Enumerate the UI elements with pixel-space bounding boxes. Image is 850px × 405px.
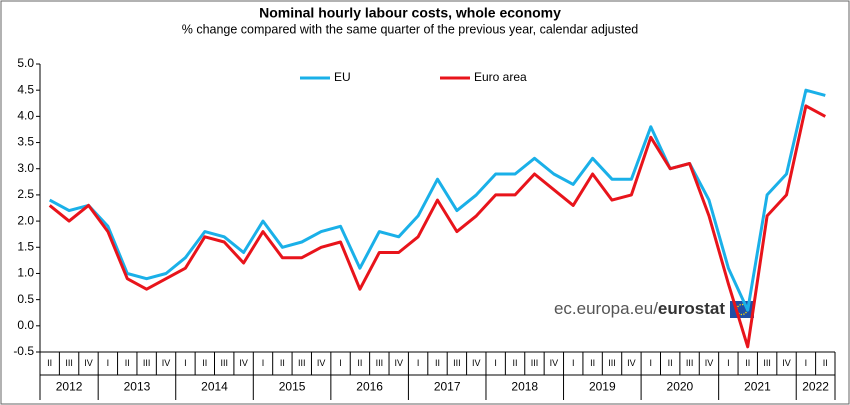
y-tick-label: 1.5 <box>17 239 34 253</box>
x-tick-label: II <box>513 358 518 368</box>
x-tick-label: I <box>572 358 575 368</box>
series-line <box>48 88 826 312</box>
series-line <box>48 104 827 349</box>
x-tick-label: IV <box>782 358 791 368</box>
year-label: 2017 <box>434 380 461 394</box>
y-tick-label: 3.5 <box>17 135 34 149</box>
x-tick-label: II <box>125 358 130 368</box>
y-tick-label: 4.5 <box>17 82 34 96</box>
x-tick-label: I <box>417 358 420 368</box>
x-tick-label: III <box>298 358 306 368</box>
x-tick-label: III <box>220 358 228 368</box>
x-tick-label: IV <box>317 358 326 368</box>
source: ec.europa.eu/eurostat <box>554 299 725 318</box>
x-tick-label: IV <box>550 358 559 368</box>
year-label: 2021 <box>744 380 771 394</box>
x-tick-label: III <box>763 358 771 368</box>
x-tick-label: III <box>376 358 384 368</box>
y-tick-label: 0.0 <box>17 318 34 332</box>
x-tick-label: II <box>590 358 595 368</box>
x-tick-label: II <box>47 358 52 368</box>
y-tick-label: 2.5 <box>17 187 34 201</box>
x-tick-label: II <box>668 358 673 368</box>
x-tick-label: II <box>745 358 750 368</box>
x-tick-label: IV <box>162 358 171 368</box>
x-tick-label: II <box>357 358 362 368</box>
x-tick-label: I <box>107 358 110 368</box>
source-prefix: ec.europa.eu/ <box>554 299 658 318</box>
y-tick-label: 0.5 <box>17 292 34 306</box>
y-tick-label: 1.0 <box>17 266 34 280</box>
chart-title: Nominal hourly labour costs, whole econo… <box>259 5 561 21</box>
legend-label: EU <box>334 70 351 84</box>
y-tick-label: 2.0 <box>17 213 34 227</box>
year-label: 2014 <box>201 380 228 394</box>
y-tick-label: 5.0 <box>17 56 34 70</box>
year-label: 2013 <box>124 380 151 394</box>
year-label: 2018 <box>511 380 538 394</box>
x-tick-label: I <box>727 358 730 368</box>
y-tick-label: 4.0 <box>17 109 34 123</box>
x-tick-label: III <box>65 358 73 368</box>
x-tick-label: II <box>280 358 285 368</box>
x-tick-label: II <box>823 358 828 368</box>
x-tick-label: III <box>531 358 539 368</box>
x-tick-label: I <box>494 358 497 368</box>
chart-subtitle: % change compared with the same quarter … <box>182 22 639 36</box>
x-tick-label: III <box>453 358 461 368</box>
year-label: 2019 <box>589 380 616 394</box>
x-tick-label: I <box>805 358 808 368</box>
x-tick-label: I <box>262 358 265 368</box>
x-tick-label: IV <box>84 358 93 368</box>
x-tick-label: I <box>184 358 187 368</box>
x-tick-label: II <box>435 358 440 368</box>
x-tick-label: IV <box>239 358 248 368</box>
year-label: 2012 <box>56 380 83 394</box>
year-label: 2022 <box>802 380 829 394</box>
source-brand: eurostat <box>658 299 725 318</box>
x-tick-label: IV <box>705 358 714 368</box>
x-tick-label: IV <box>472 358 481 368</box>
x-tick-label: IV <box>627 358 636 368</box>
x-tick-label: III <box>686 358 694 368</box>
x-tick-label: II <box>202 358 207 368</box>
x-tick-label: III <box>608 358 616 368</box>
y-tick-label: 3.0 <box>17 161 34 175</box>
legend-label: Euro area <box>474 70 527 84</box>
x-tick-label: I <box>650 358 653 368</box>
year-label: 2015 <box>279 380 306 394</box>
year-label: 2020 <box>667 380 694 394</box>
x-tick-label: III <box>143 358 151 368</box>
x-tick-label: IV <box>394 358 403 368</box>
x-tick-label: I <box>339 358 342 368</box>
year-label: 2016 <box>356 380 383 394</box>
y-tick-label: -0.5 <box>13 344 34 358</box>
